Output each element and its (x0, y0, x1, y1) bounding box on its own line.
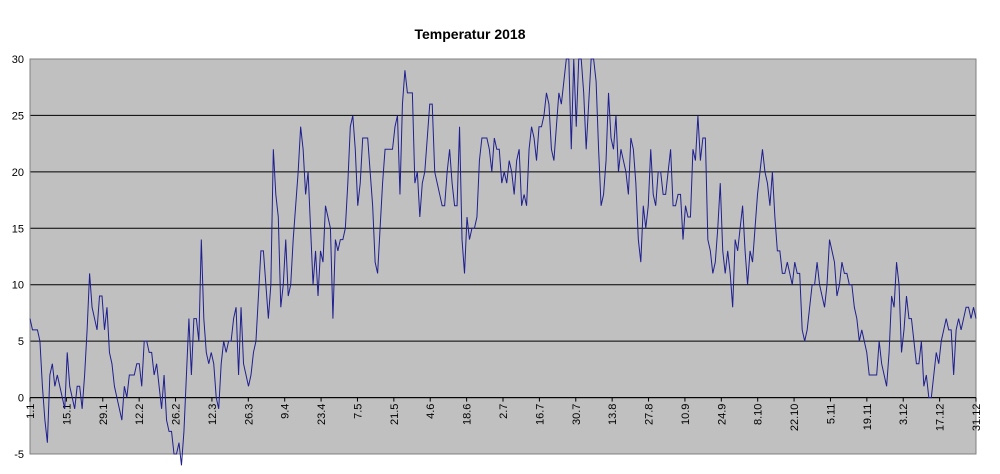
x-tick-label: 16.7 (534, 404, 546, 425)
x-tick-label: 3.12 (898, 404, 910, 425)
x-tick-label: 18.6 (462, 404, 474, 425)
x-tick-label: 8.10 (753, 404, 765, 425)
x-tick-label: 12.2 (134, 404, 146, 425)
x-tick-label: 10.9 (680, 404, 692, 425)
x-tick-label: 21.5 (389, 404, 401, 425)
y-tick-label: 10 (12, 280, 24, 292)
temperature-series-line (29, 58, 977, 466)
x-tick-label: 26.3 (243, 404, 255, 425)
y-tick-label: -5 (14, 449, 24, 461)
y-axis-tick-labels: -5 0 5 10 15 20 25 30 (12, 54, 24, 461)
x-tick-label: 4.6 (425, 404, 437, 419)
x-tick-label: 26.2 (171, 404, 183, 425)
plot-area (30, 59, 976, 454)
x-tick-label: 1.1 (25, 404, 37, 419)
x-tick-label: 9.4 (280, 404, 292, 419)
x-tick-label: 27.8 (644, 404, 656, 425)
x-tick-label: 29.1 (98, 404, 110, 425)
x-tick-label: 2.7 (498, 404, 510, 419)
x-tick-label: 22.10 (789, 404, 801, 432)
x-tick-label: 19.11 (862, 404, 874, 431)
x-tick-label: 7.5 (352, 404, 364, 419)
x-tick-label: 15.1 (61, 404, 73, 425)
y-tick-label: 0 (18, 393, 24, 405)
x-tick-label: 12.3 (207, 404, 219, 425)
x-tick-label: 30.7 (571, 404, 583, 425)
x-tick-label: 23.4 (316, 404, 328, 425)
y-tick-label: 15 (12, 223, 24, 235)
x-tick-label: 24.9 (716, 404, 728, 425)
x-tick-label: 17.12 (935, 404, 947, 432)
y-tick-label: 5 (18, 336, 24, 348)
x-axis-tick-labels: 1.1 15.1 29.1 12.2 26.2 12.3 26.3 9.4 23.4 7.5 21.… (25, 397, 983, 432)
x-tick-label: 31.12 (971, 404, 983, 432)
x-tick-label: 5.11 (825, 404, 837, 425)
chart-title: Temperatur 2018 (414, 26, 526, 42)
y-tick-label: 25 (12, 110, 24, 122)
y-tick-label: 20 (12, 167, 24, 179)
x-tick-label: 13.8 (607, 404, 619, 425)
plot-border (29, 58, 977, 455)
gridlines (29, 58, 977, 455)
y-tick-label: 30 (12, 54, 24, 66)
